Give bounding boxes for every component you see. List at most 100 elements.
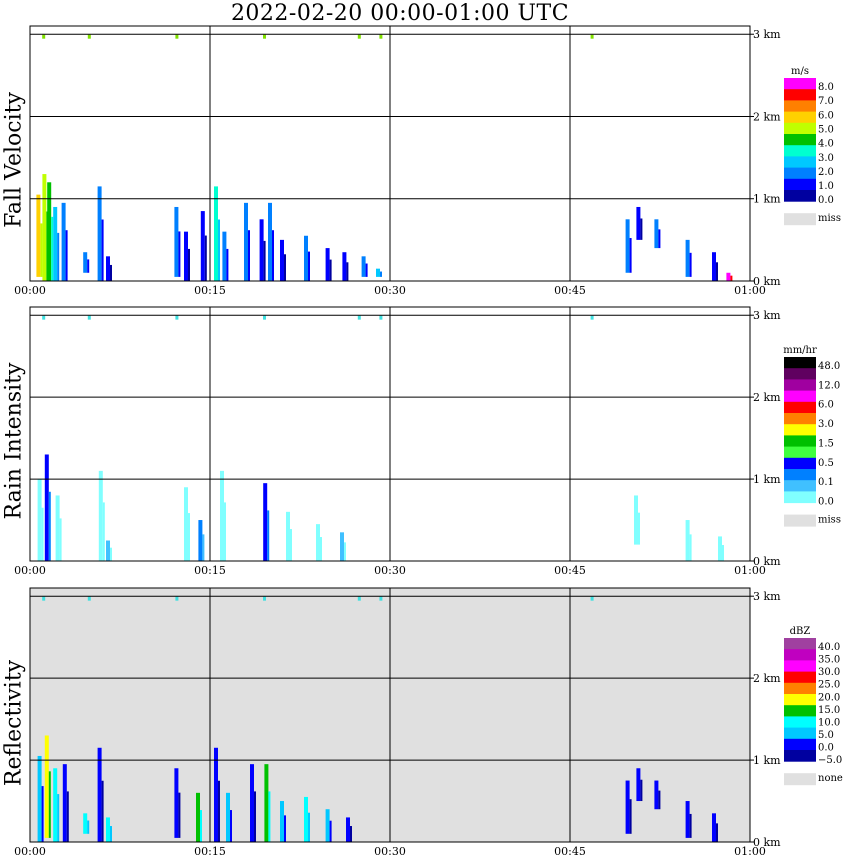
echo-column — [184, 231, 188, 281]
echo-fringe — [57, 232, 60, 281]
echo-column — [62, 764, 67, 842]
echo-fringe — [284, 815, 286, 842]
echo-fringe — [689, 252, 692, 277]
colorbar-swatch — [784, 390, 816, 403]
colorbar-missing-swatch — [784, 773, 816, 786]
colorbar-swatch — [784, 660, 816, 673]
colorbar-label: 1.0 — [818, 181, 834, 192]
x-tick-label: 00:15 — [194, 564, 226, 577]
echo-speck — [590, 596, 594, 601]
colorbar-swatch — [784, 682, 816, 695]
echo-fringe — [101, 780, 104, 842]
echo-column — [83, 252, 88, 273]
echo-column — [98, 470, 103, 561]
y-tick-label: 2 km — [753, 391, 781, 404]
echo-fringe — [40, 223, 43, 277]
colorbar-label: 0.0 — [818, 743, 834, 754]
colorbar-swatch — [784, 671, 816, 684]
y-tick-label: 1 km — [753, 754, 781, 767]
panel-2: 0 km 1 km 2 km 3 km 00:00 00:15 00:30 00:45 01:0… — [14, 587, 843, 858]
echo-fringe — [48, 771, 51, 838]
echo-column — [196, 792, 200, 842]
echo-column — [106, 540, 110, 561]
echo-fringe — [48, 491, 51, 561]
colorbar-label: 20.0 — [818, 692, 840, 703]
colorbar-label: 10.0 — [818, 717, 840, 728]
echo-speck — [263, 34, 266, 39]
echo-column — [636, 768, 641, 802]
x-tick-label: 00:00 — [14, 845, 46, 858]
echo-column — [325, 809, 330, 842]
echo-fringe — [65, 230, 68, 281]
echo-column — [654, 780, 659, 810]
echo-fringe — [218, 219, 220, 281]
x-tick-label: 01:00 — [734, 284, 766, 297]
echo-fringe — [51, 216, 54, 281]
echo-column — [97, 747, 102, 842]
colorbar-swatch — [784, 134, 816, 146]
colorbar-label: 1.5 — [818, 438, 834, 449]
echo-speck — [379, 596, 383, 601]
echo-fringe — [344, 542, 346, 561]
echo-fringe — [41, 507, 44, 561]
colorbar-swatch — [784, 78, 816, 90]
echo-column — [304, 235, 308, 281]
colorbar-swatch — [784, 491, 816, 504]
echo-column — [718, 536, 722, 561]
echo-speck — [175, 596, 179, 601]
echo-fringe — [284, 254, 286, 281]
echo-column — [726, 272, 731, 281]
colorbar-swatch — [784, 457, 816, 470]
echo-speck — [175, 315, 179, 320]
echo-column — [226, 792, 230, 842]
colorbar-swatch — [784, 750, 816, 762]
echo-fringe — [230, 810, 232, 842]
echo-column — [712, 252, 716, 281]
x-tick-label: 00:00 — [14, 284, 46, 297]
echo-speck — [357, 315, 361, 320]
echo-fringe — [178, 231, 181, 277]
colorbar: m/s 8.0 7.0 6.0 5.0 4.0 3.0 2.0 1.0 0.0 miss — [784, 66, 841, 226]
echo-fringe — [110, 264, 112, 281]
colorbar-swatch — [784, 716, 816, 729]
echo-column — [268, 202, 272, 281]
echo-column — [106, 817, 110, 842]
echo-fringe — [629, 238, 632, 273]
colorbar-swatch — [784, 100, 816, 113]
echo-column — [220, 470, 224, 561]
x-tick-label: 00:15 — [194, 845, 226, 858]
echo-column — [198, 520, 203, 561]
colorbar-swatch — [784, 122, 816, 135]
echo-column — [200, 211, 205, 281]
echo-column — [264, 764, 269, 842]
echo-column — [61, 202, 66, 281]
echo-column — [44, 735, 49, 838]
echo-fringe — [640, 218, 643, 240]
echo-fringe — [380, 271, 382, 277]
x-tick-label: 01:00 — [734, 564, 766, 577]
echo-fringe — [308, 812, 310, 842]
echo-fringe — [658, 790, 661, 810]
echo-column — [625, 219, 630, 273]
colorbar-swatch — [784, 469, 816, 481]
echo-column — [712, 813, 716, 842]
plot-frame — [29, 587, 751, 843]
page-title: 2022-02-20 00:00-01:00 UTC — [230, 1, 570, 26]
colorbar-label: 0.0 — [818, 497, 834, 508]
echo-speck — [590, 315, 594, 320]
colorbar-label: 2.0 — [818, 167, 834, 178]
echo-column — [214, 186, 218, 281]
echo-column — [184, 487, 188, 561]
panel-1: 0 km 1 km 2 km 3 km 00:00 00:15 00:30 00:45 01:0… — [14, 306, 841, 577]
colorbar-label: 3.0 — [818, 419, 834, 430]
y-tick-label: 2 km — [753, 110, 781, 123]
echo-column — [36, 194, 41, 277]
echo-column — [340, 532, 344, 561]
colorbar-label: 5.0 — [818, 730, 834, 741]
colorbar-swatch — [784, 727, 816, 740]
echo-column — [325, 248, 330, 281]
colorbar-missing-label: miss — [818, 213, 841, 224]
colorbar-swatch — [784, 638, 816, 650]
echo-column — [625, 780, 630, 834]
